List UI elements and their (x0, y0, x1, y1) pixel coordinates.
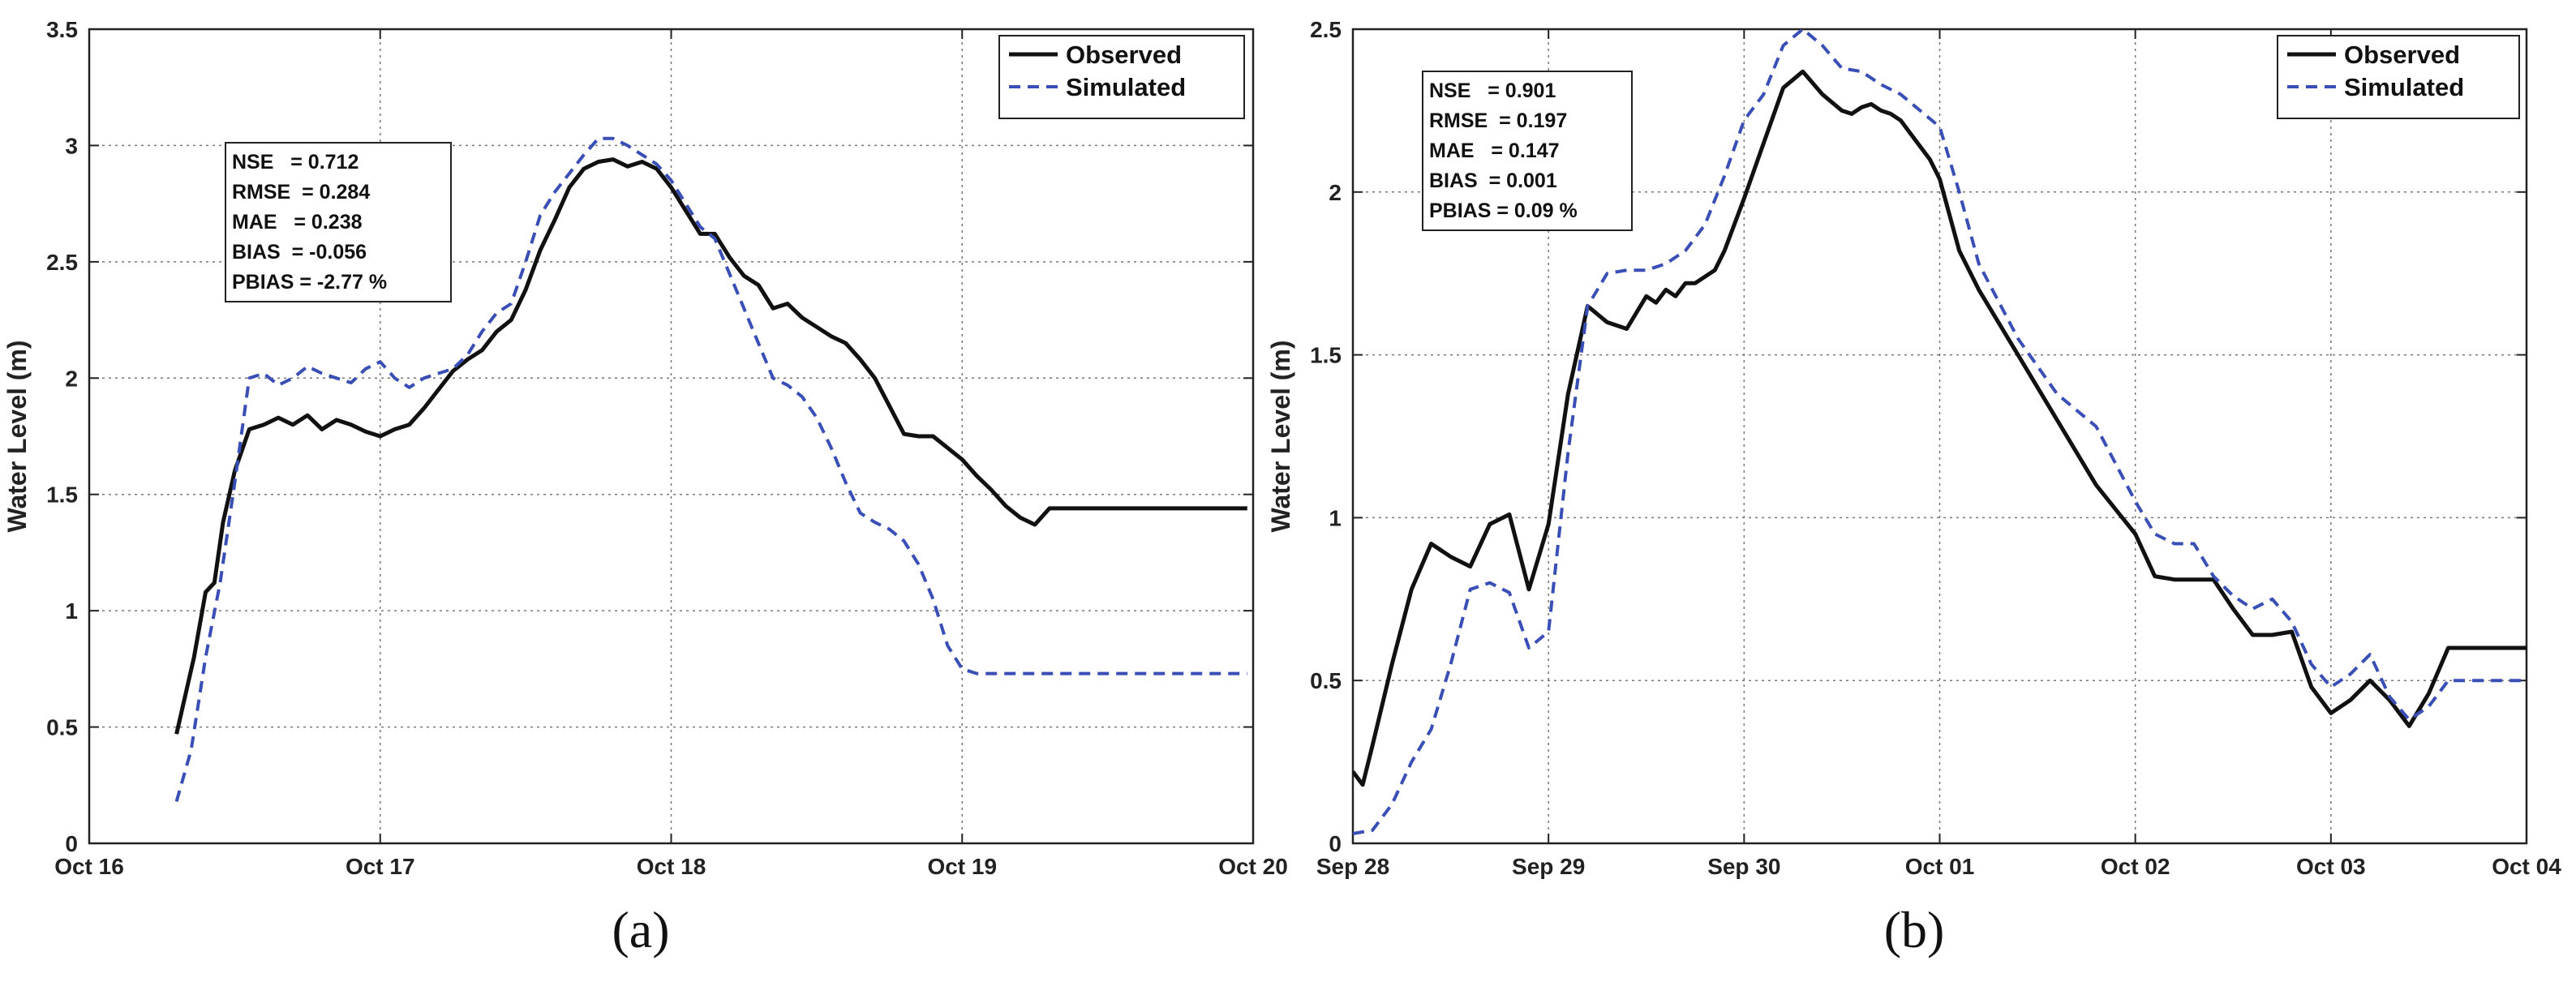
y-tick-label: 2 (65, 366, 78, 391)
stats-line: BIAS = 0.001 (1429, 169, 1557, 192)
y-tick-label: 0.5 (1310, 668, 1342, 693)
x-tick-label: Oct 02 (2101, 854, 2170, 879)
y-tick-label: 2 (1329, 180, 1342, 205)
y-tick-label: 1.5 (46, 482, 78, 508)
panel-label: (b) (1884, 901, 1945, 958)
legend-box (2277, 35, 2520, 119)
y-axis-label: Water Level (m) (2, 340, 32, 532)
legend-label: Observed (2344, 41, 2460, 69)
stats-line: RMSE = 0.284 (232, 181, 370, 204)
y-tick-label: 3 (65, 133, 78, 158)
legend-label: Simulated (1066, 73, 1186, 101)
x-tick-label: Oct 18 (637, 854, 706, 879)
y-tick-label: 1 (65, 598, 78, 624)
stats-box (225, 142, 452, 302)
stats-line: MAE = 0.147 (1429, 139, 1560, 162)
x-tick-label: Sep 28 (1316, 854, 1389, 879)
x-tick-label: Sep 29 (1512, 854, 1585, 879)
y-axis-label: Water Level (m) (1266, 340, 1295, 532)
legend-label: Observed (1066, 41, 1182, 69)
y-tick-label: 2.5 (1310, 17, 1342, 42)
legend-label: Simulated (2344, 73, 2464, 101)
chart-panel-b: Sep 28 Sep 29 Sep 30 Oct 01 Oct 02 Oct 03 Oct … (1266, 17, 2561, 958)
x-tick-label: Oct 03 (2296, 854, 2366, 879)
series-line-observed (174, 157, 1247, 735)
stats-line: NSE = 0.901 (1429, 79, 1556, 102)
y-tick-label: 0 (65, 831, 78, 856)
y-tick-label: 0.5 (46, 715, 78, 740)
stats-line: PBIAS = -2.77 % (232, 271, 387, 294)
stats-line: RMSE = 0.197 (1429, 109, 1567, 132)
chart-panel-a: Oct 16 Oct 17 Oct 18 Oct 19 Oct 20 0 0.5 1 1.5 2 2… (2, 17, 1288, 958)
y-tick-label: 3.5 (46, 17, 78, 42)
x-tick-label: Oct 01 (1905, 854, 1975, 879)
x-tick-label: Oct 04 (2492, 854, 2561, 879)
series-line-simulated (174, 136, 1247, 802)
stats-line: PBIAS = 0.09 % (1429, 199, 1578, 222)
series-line-simulated (1353, 29, 2527, 835)
x-tick-label: Oct 19 (927, 854, 997, 879)
panel-label: (a) (612, 901, 669, 958)
y-tick-label: 1.5 (1310, 343, 1342, 368)
y-tick-label: 1 (1329, 505, 1342, 530)
x-tick-label: Oct 16 (54, 854, 124, 879)
stats-line: BIAS = -0.056 (232, 241, 367, 264)
y-tick-label: 0 (1329, 831, 1342, 856)
y-tick-label: 2.5 (46, 250, 78, 275)
x-tick-label: Sep 30 (1707, 854, 1780, 879)
stats-box (1422, 71, 1633, 231)
stats-line: MAE = 0.238 (232, 211, 363, 234)
x-tick-label: Oct 17 (346, 854, 415, 879)
x-tick-label: Oct 20 (1218, 854, 1288, 879)
stats-line: NSE = 0.712 (232, 151, 358, 174)
series-line-observed (1353, 69, 2527, 787)
legend-box (998, 35, 1245, 119)
